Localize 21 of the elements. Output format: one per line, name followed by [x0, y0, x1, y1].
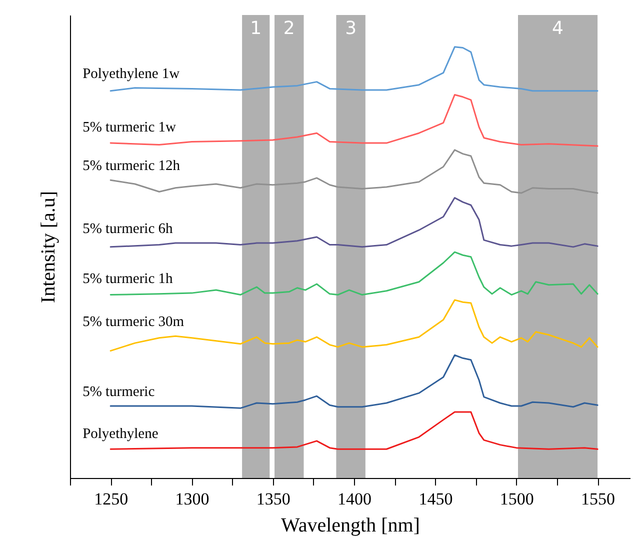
x-tick-label: 1350 [256, 490, 290, 508]
x-tick-label: 1550 [581, 490, 616, 508]
series-label: Polyethylene 1w [82, 66, 180, 82]
x-tick-label: 1500 [500, 490, 534, 508]
band-label: 4 [552, 18, 564, 39]
y-axis-title: Intensity [a.u] [38, 190, 60, 304]
band-label: 2 [283, 18, 295, 39]
series-label: 5% turmeric 12h [82, 158, 181, 174]
x-tick-label: 1450 [418, 490, 453, 508]
x-tick-label: 1400 [338, 490, 372, 508]
x-axis-title: Wavelength [nm] [281, 514, 420, 536]
band-label: 1 [250, 18, 262, 39]
series-label: Polyethylene [82, 426, 158, 442]
x-tick-label: 1250 [94, 490, 128, 508]
series-label: 5% turmeric 1h [82, 271, 174, 288]
series-label: 5% turmeric 1w [82, 120, 177, 136]
series-label: 5% turmeric [82, 384, 155, 400]
series-label: 5% turmeric 30m [82, 314, 185, 330]
x-tick-label: 1300 [175, 490, 210, 508]
series-label: 5% turmeric 6h [82, 221, 174, 238]
band-label: 3 [345, 18, 357, 39]
